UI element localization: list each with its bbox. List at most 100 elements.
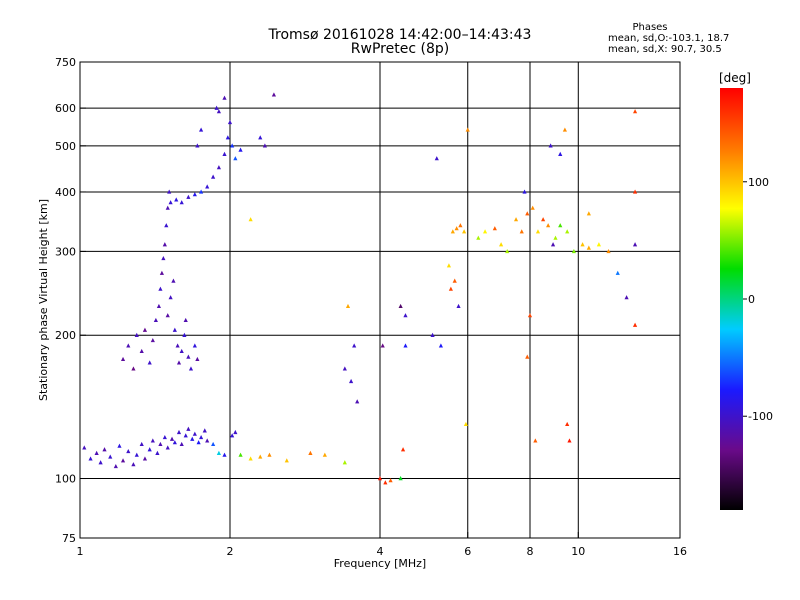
data-point [465, 127, 470, 132]
y-tick-label: 500 [55, 140, 76, 153]
data-point [271, 92, 277, 97]
data-point [108, 454, 113, 459]
data-point [632, 322, 638, 327]
data-point [126, 448, 131, 454]
data-point [147, 447, 152, 452]
data-point [233, 156, 238, 161]
data-point [205, 438, 210, 443]
data-point [456, 303, 461, 309]
data-point [142, 456, 148, 461]
data-point [450, 229, 455, 234]
data-point [586, 211, 591, 216]
data-point [214, 105, 219, 110]
data-point [624, 295, 629, 300]
data-point [162, 242, 167, 247]
x-axis-label: Frequency [MHz] [334, 557, 426, 570]
data-point [377, 476, 383, 481]
data-point [120, 356, 126, 362]
data-point [454, 226, 459, 231]
y-tick-label: 400 [55, 186, 76, 199]
data-point [139, 441, 144, 447]
data-point [150, 338, 155, 343]
x-tick-label: 1 [77, 545, 84, 558]
data-point [172, 440, 177, 445]
data-point [571, 248, 577, 254]
data-point [82, 445, 87, 450]
colorbar-unit-label: [deg] [719, 71, 751, 85]
data-point [222, 95, 227, 100]
data-point [142, 327, 148, 332]
data-point [355, 399, 360, 404]
data-point [322, 452, 327, 457]
grid-lines [80, 62, 680, 538]
data-points [82, 92, 638, 485]
data-point [225, 135, 230, 140]
x-tick-label: 6 [464, 545, 471, 558]
data-point [199, 434, 204, 440]
data-point [632, 242, 638, 247]
data-point [126, 343, 131, 348]
data-point [167, 189, 172, 194]
data-point [238, 147, 243, 152]
data-point [388, 478, 393, 483]
data-point [580, 242, 585, 247]
data-point [186, 194, 191, 199]
x-tick-label: 10 [571, 545, 585, 558]
data-point [380, 343, 385, 348]
data-point [499, 242, 504, 247]
data-point [632, 109, 638, 114]
data-point [171, 278, 176, 283]
data-point [164, 223, 169, 228]
colorbar-tick-label: 100 [748, 176, 769, 189]
data-point [186, 354, 191, 359]
data-point [169, 436, 175, 441]
data-point [150, 438, 155, 443]
data-point [525, 211, 530, 216]
data-point [117, 443, 122, 448]
data-point [533, 438, 538, 443]
data-point [165, 445, 170, 450]
y-axis-label: Stationary phase Virtual Height [km] [37, 199, 50, 401]
data-point [398, 303, 403, 309]
data-point [430, 332, 435, 337]
y-tick-label: 300 [55, 245, 76, 258]
data-point [248, 217, 253, 222]
data-point [102, 447, 107, 452]
data-point [176, 360, 182, 365]
y-axis-ticks: 75 100 200 300 400 500 600 750 [55, 56, 86, 545]
data-point [230, 143, 235, 148]
data-point [342, 460, 347, 465]
data-point [147, 360, 152, 365]
data-point [156, 303, 161, 309]
data-point [462, 229, 467, 234]
data-point [131, 462, 136, 467]
data-point [525, 354, 530, 359]
phase-stats-x-mode: mean, sd,X: 90.7, 30.5 [608, 44, 722, 55]
phase-colorbar [720, 88, 743, 510]
data-point [230, 433, 235, 438]
phase-stats-o-mode: mean, sd,O:-103.1, 18.7 [608, 33, 730, 44]
data-point [596, 242, 602, 247]
data-point [345, 303, 351, 309]
data-point [448, 286, 453, 291]
colorbar-tick-label: 0 [748, 293, 755, 306]
data-point [196, 440, 201, 445]
data-point [565, 421, 570, 426]
data-point [98, 460, 103, 465]
data-point [199, 189, 204, 194]
data-point [403, 313, 408, 318]
data-point [505, 248, 510, 254]
data-point [308, 450, 313, 455]
data-point [446, 263, 452, 268]
data-point [179, 200, 184, 205]
data-point [188, 366, 194, 371]
data-point [202, 428, 207, 433]
data-point [155, 450, 160, 455]
data-point [530, 205, 535, 210]
data-point [233, 429, 238, 435]
data-point [162, 434, 167, 440]
colorbar-ticks: 100 0 -100 [743, 176, 773, 423]
data-point [452, 278, 457, 283]
data-point [179, 348, 184, 354]
